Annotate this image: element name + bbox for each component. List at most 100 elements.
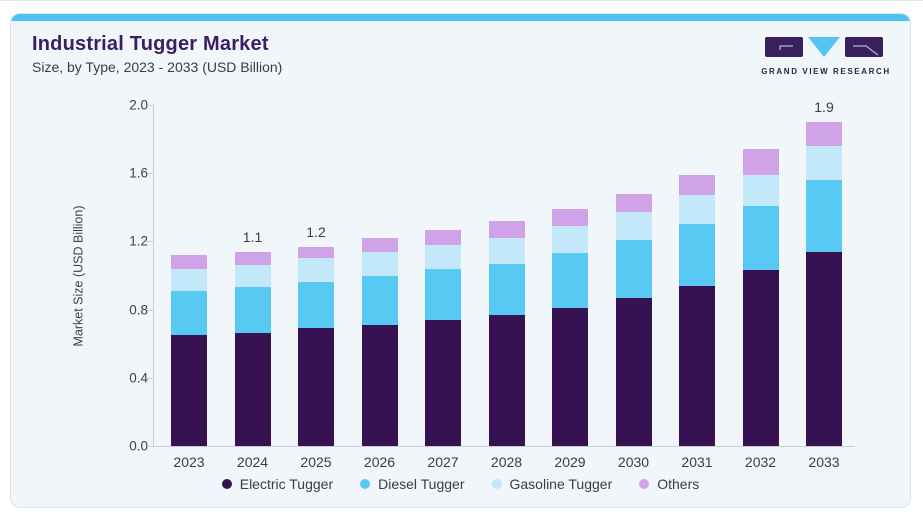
bar-segment-gasoline-tugger [425, 244, 461, 269]
x-tick-label-2031: 2031 [681, 454, 713, 470]
legend-item-gasoline-tugger: Gasoline Tugger [491, 476, 613, 492]
gvr-logo-text: GRAND VIEW RESEARCH [761, 67, 891, 76]
bar-segment-electric-tugger [361, 324, 398, 446]
bar-segment-others [806, 122, 842, 146]
bar-segment-gasoline-tugger [806, 145, 842, 181]
x-tick-label-2029: 2029 [554, 454, 586, 470]
y-tick-label-2.0: 2.0 [129, 97, 148, 113]
y-tick-label-0.8: 0.8 [129, 302, 148, 318]
bar-segment-others [679, 174, 715, 196]
bar-2026 [361, 238, 398, 446]
bar-segment-gasoline-tugger [361, 251, 398, 276]
bar-total-label-2024: 1.1 [242, 228, 263, 245]
x-tick-label-2032: 2032 [744, 454, 777, 470]
bar-segment-diesel-tugger [234, 287, 271, 334]
gvr-logo: GRAND VIEW RESEARCH [759, 36, 893, 76]
y-tick-mark [147, 446, 153, 447]
legend-label-electric-tugger: Electric Tugger [239, 476, 334, 492]
y-tick-mark [147, 105, 153, 106]
bar-2028 [488, 220, 525, 446]
bar-segment-diesel-tugger [361, 275, 398, 325]
chart-header: Industrial Tugger Market Size, by Type, … [32, 33, 893, 76]
bar-segment-electric-tugger [742, 270, 779, 446]
legend-dot-others [639, 479, 650, 489]
legend-label-others: Others [657, 476, 700, 492]
legend-label-gasoline-tugger: Gasoline Tugger [509, 476, 613, 492]
bar-segment-electric-tugger [234, 333, 271, 446]
bar-segment-electric-tugger [488, 314, 525, 446]
bar-segment-gasoline-tugger [171, 268, 207, 291]
gvr-logo-icon [765, 37, 883, 57]
x-tick-label-2024: 2024 [236, 454, 269, 470]
bar-segment-diesel-tugger [806, 180, 842, 252]
y-tick-label-1.2: 1.2 [129, 233, 148, 249]
bar-segment-others [615, 193, 652, 213]
x-tick-label-2030: 2030 [617, 454, 650, 470]
bar-segment-others [298, 246, 334, 259]
chart-title: Industrial Tugger Market [32, 33, 269, 55]
chart-legend: Electric Tugger Diesel Tugger Gasoline Tug… [11, 476, 910, 492]
bar-segment-diesel-tugger [552, 253, 588, 308]
bar-segment-gasoline-tugger [742, 174, 779, 206]
bar-segment-others [171, 255, 207, 269]
bar-segment-electric-tugger [171, 335, 207, 446]
bar-segment-gasoline-tugger [679, 195, 715, 225]
bar-2033: 1.9 [806, 99, 842, 446]
y-tick-mark [147, 377, 153, 379]
legend-dot-gasoline-tugger [491, 479, 502, 489]
bar-segment-electric-tugger [806, 251, 842, 446]
bar-segment-diesel-tugger [425, 268, 461, 320]
bar-2031 [679, 174, 715, 446]
bar-segment-diesel-tugger [298, 282, 334, 329]
bar-segment-others [742, 149, 779, 175]
x-tick-label-2033: 2033 [808, 454, 840, 470]
bar-segment-diesel-tugger [742, 205, 779, 271]
y-axis-title: Market Size (USD Billion) [71, 204, 86, 347]
bar-segment-diesel-tugger [171, 290, 207, 336]
y-tick-label-1.6: 1.6 [129, 165, 148, 181]
bar-segment-gasoline-tugger [234, 265, 271, 288]
chart-titles: Industrial Tugger Market Size, by Type, … [32, 33, 282, 75]
y-tick-label-0.4: 0.4 [129, 370, 148, 386]
bar-total-label-2033: 1.9 [814, 99, 834, 116]
x-tick-label-2027: 2027 [427, 454, 459, 470]
bar-segment-diesel-tugger [679, 224, 715, 286]
y-axis-title-wrap: Market Size (USD Billion) [70, 105, 86, 446]
bar-segment-others [552, 209, 588, 227]
bar-segment-others [234, 251, 271, 266]
y-tick-label-0.0: 0.0 [129, 438, 148, 454]
x-tick-label-2023: 2023 [173, 454, 205, 470]
legend-item-electric-tugger: Electric Tugger [221, 476, 334, 492]
chart-subtitle: Size, by Type, 2023 - 2033 (USD Billion) [32, 59, 283, 75]
bar-segment-gasoline-tugger [298, 258, 334, 283]
bar-segment-gasoline-tugger [488, 238, 525, 264]
bar-2024: 1.1 [234, 229, 271, 446]
legend-dot-electric-tugger [221, 479, 232, 489]
legend-item-diesel-tugger: Diesel Tugger [360, 476, 465, 492]
bar-2025: 1.2 [298, 224, 334, 446]
bar-2029 [552, 209, 588, 446]
legend-label-diesel-tugger: Diesel Tugger [378, 476, 465, 492]
bar-2030 [615, 193, 652, 446]
legend-item-others: Others [639, 476, 699, 492]
plot-area: 0.0 0.4 0.8 1.2 1.6 2.0 2023 1.1 2024 1.2 2025 2026… [129, 98, 855, 470]
y-tick-mark [147, 309, 153, 311]
legend-dot-diesel-tugger [360, 479, 371, 489]
x-tick-label-2025: 2025 [300, 454, 332, 470]
bar-segment-electric-tugger [552, 307, 588, 446]
bar-total-label-2025: 1.2 [306, 223, 326, 240]
x-tick-label-2028: 2028 [490, 454, 523, 470]
x-tick-label-2026: 2026 [363, 454, 396, 470]
bar-segment-others [361, 238, 398, 252]
bar-2023 [171, 255, 207, 446]
bar-segment-diesel-tugger [488, 263, 525, 315]
card-accent-bar [11, 14, 910, 21]
bar-segment-others [425, 229, 461, 245]
bar-segment-electric-tugger [615, 297, 652, 446]
bar-segment-electric-tugger [679, 285, 715, 446]
bar-segment-gasoline-tugger [552, 226, 588, 254]
y-tick-mark [147, 173, 153, 175]
bar-2032 [742, 149, 779, 446]
bar-segment-electric-tugger [425, 319, 461, 446]
